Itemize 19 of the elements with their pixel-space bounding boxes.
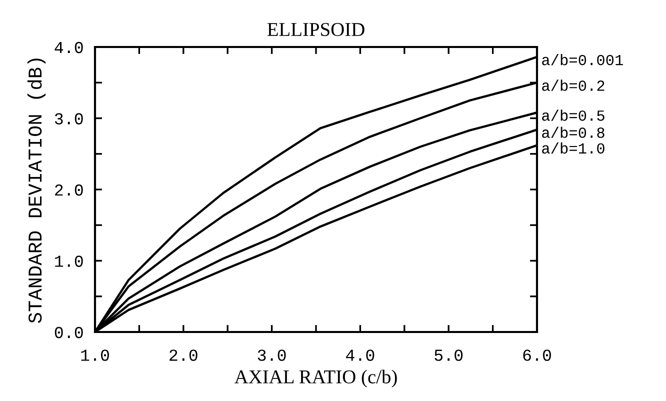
x-tick-label: 2.0 xyxy=(170,350,198,361)
x-tick-label: 5.0 xyxy=(434,350,463,361)
x-tick-label: 6.0 xyxy=(523,350,551,361)
series-label: a/b=0.001 xyxy=(542,54,623,66)
x-axis-title: AXIAL RATIO (c/b) xyxy=(234,370,397,388)
legend-label: a/b=1.0 xyxy=(542,142,604,154)
y-tick-label: 0.0 xyxy=(54,326,83,338)
x-tick-label: 4.0 xyxy=(346,350,374,361)
y-tick-label: 2.0 xyxy=(55,184,83,196)
y-tick-label: 1.0 xyxy=(55,256,83,267)
y-tick-label: 4.0 xyxy=(54,42,83,54)
y-tick-label: 3.0 xyxy=(54,113,83,124)
x-tick-label: 1.0 xyxy=(81,350,109,361)
legend-label: a/b=0.2 xyxy=(542,80,604,91)
y-axis-title: STANDARD DEVIATION (dB) xyxy=(27,58,46,323)
legend-label: a/b=0.5 xyxy=(542,110,604,121)
chart-title: ELLIPSOID xyxy=(267,23,364,36)
x-tick-label: 3.0 xyxy=(258,350,286,361)
series-label: a/b=0.8 xyxy=(542,126,604,138)
